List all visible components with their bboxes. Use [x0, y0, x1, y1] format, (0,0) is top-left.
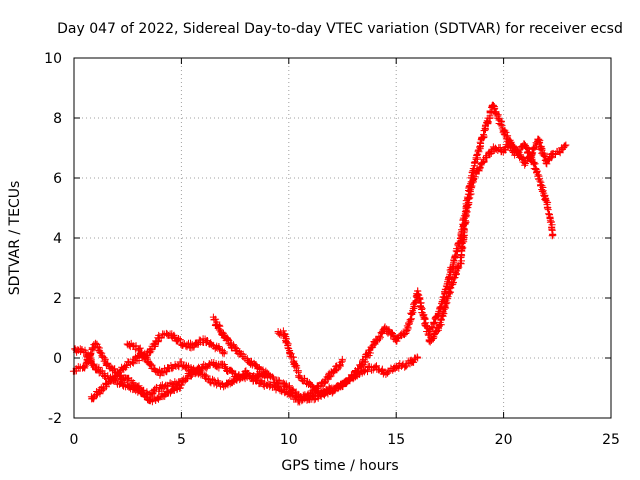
series-sat-g: [328, 101, 557, 397]
x-tick-label: 25: [602, 432, 620, 448]
x-tick-label: 15: [387, 432, 405, 448]
x-tick-label: 5: [177, 432, 186, 448]
y-tick-label: 8: [53, 111, 62, 127]
series-markers: [425, 135, 570, 346]
y-tick-label: 2: [53, 291, 62, 307]
series-markers: [209, 313, 336, 404]
series-sat-e: [209, 313, 336, 404]
y-tick-label: 10: [44, 51, 62, 67]
series-sat-c: [69, 329, 228, 378]
y-axis-label: SDTVAR / TECUs: [7, 181, 23, 296]
chart-title: Day 047 of 2022, Sidereal Day-to-day VTE…: [57, 21, 623, 37]
y-tick-labels: -2 0 2 4 6 8 10: [44, 51, 62, 427]
x-tick-label: 0: [70, 432, 79, 448]
x-tick-labels: 0 5 10 15 20 25: [70, 432, 620, 448]
plot-frame: [73, 57, 612, 419]
series-markers: [69, 329, 228, 378]
series-sat-h: [425, 135, 570, 346]
y-tick-label: -2: [48, 411, 62, 427]
x-tick-label: 10: [280, 432, 298, 448]
x-tick-label: 20: [495, 432, 513, 448]
y-tick-label: 4: [53, 231, 62, 247]
x-axis-label: GPS time / hours: [281, 458, 398, 474]
data-points: [69, 101, 570, 406]
y-tick-label: 0: [53, 351, 62, 367]
series-markers: [328, 101, 557, 397]
y-tick-label: 6: [53, 171, 62, 187]
